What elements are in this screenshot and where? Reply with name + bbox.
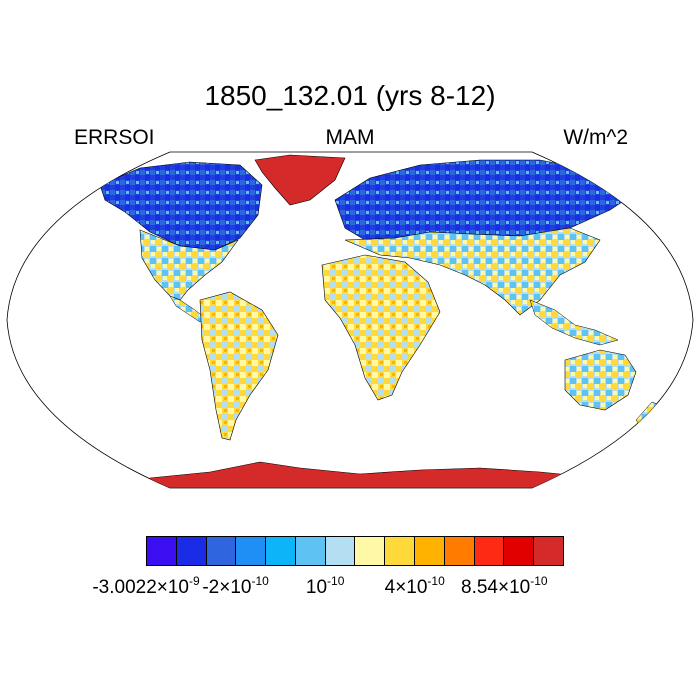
eurasia-south (344, 227, 601, 316)
australia (564, 349, 637, 411)
colorbar-swatch (206, 537, 237, 565)
colorbar-swatch (176, 537, 207, 565)
colorbar-swatch (504, 537, 535, 565)
colorbar-swatch (266, 537, 296, 565)
colorbar-label: 10-10 (305, 574, 345, 598)
colorbar-swatch (325, 537, 356, 565)
colorbar-label: 4×10-10 (384, 574, 445, 598)
variable-label: ERRSOI (74, 126, 155, 149)
colorbar-swatch (534, 537, 563, 565)
season-label: MAM (325, 126, 375, 149)
north-america-south (139, 229, 239, 301)
south-america (199, 291, 279, 441)
colorbar-swatch (385, 537, 416, 565)
greenland (254, 154, 346, 206)
units-label: W/m^2 (563, 126, 628, 149)
colorbar-swatch (474, 537, 505, 565)
colorbar-label: 8.54×10-10 (461, 574, 548, 598)
colorbar-label: -3.0022×10-9 (92, 574, 200, 598)
colorbar-swatch (236, 537, 267, 565)
colorbar (146, 536, 564, 566)
southeast-asia-islands (529, 299, 619, 346)
plot-title: 1850_132.01 (yrs 8-12) (204, 80, 496, 111)
colorbar-swatch (415, 537, 445, 565)
africa (321, 254, 441, 401)
colorbar-swatch (147, 537, 177, 565)
colorbar-swatch (444, 537, 475, 565)
colorbar-swatch (295, 537, 326, 565)
colorbar-label: -2×10-10 (202, 574, 269, 598)
colorbar-swatch (355, 537, 386, 565)
north-america-north (99, 161, 263, 251)
